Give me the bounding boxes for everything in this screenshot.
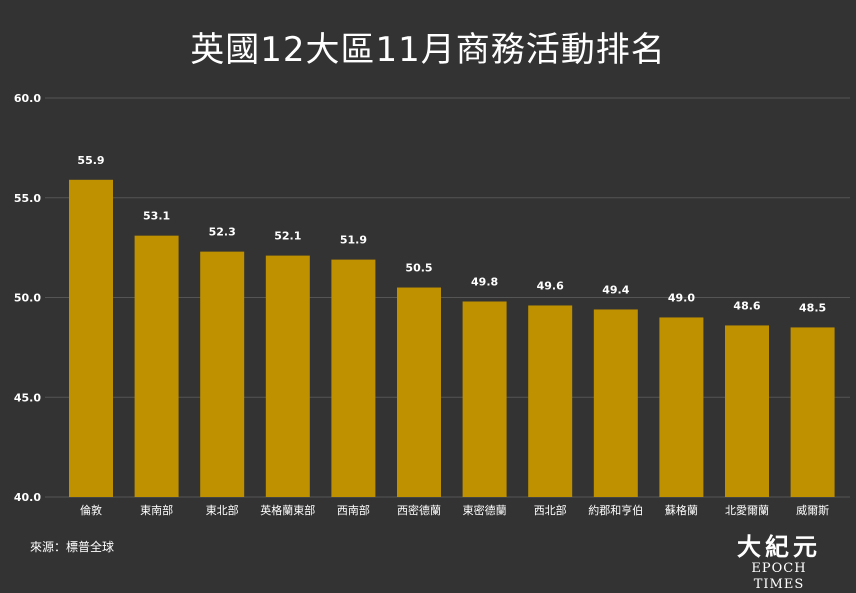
bar [200, 251, 245, 497]
data-label: 53.1 [143, 210, 170, 223]
data-label: 51.9 [340, 234, 367, 247]
bar [725, 325, 769, 497]
data-label: 55.9 [77, 154, 104, 167]
y-tick-label: 40.0 [14, 491, 41, 504]
bar [790, 327, 835, 497]
x-tick-label: 威爾斯 [796, 504, 829, 517]
bar [593, 309, 638, 497]
data-label: 49.0 [668, 291, 695, 304]
x-tick-label: 約郡和亨伯 [588, 503, 643, 517]
x-tick-label: 北愛爾蘭 [725, 504, 769, 517]
x-tick-label: 倫敦 [80, 503, 102, 517]
x-tick-label: 西北部 [534, 503, 567, 517]
source-note: 來源：標普全球 [30, 540, 115, 554]
data-label: 49.8 [471, 275, 498, 288]
bar [265, 255, 310, 497]
x-tick-label: 東北部 [206, 503, 239, 517]
bar [134, 235, 179, 497]
y-tick-label: 50.0 [14, 292, 41, 305]
data-label: 49.4 [602, 283, 629, 296]
x-tick-label: 東密德蘭 [463, 503, 507, 517]
bar [69, 179, 113, 498]
bar [659, 317, 704, 497]
chart-title: 英國12大區11月商務活動排名 [190, 30, 666, 70]
x-tick-label: 西南部 [337, 503, 370, 517]
logo-chinese-text: 大紀元 [737, 532, 821, 561]
bar [462, 301, 507, 497]
x-tick-label: 蘇格蘭 [665, 503, 698, 517]
x-tick-label: 英格蘭東部 [260, 503, 315, 517]
x-tick-label: 東南部 [140, 503, 173, 517]
y-tick-label: 60.0 [14, 92, 41, 105]
data-label: 49.6 [537, 279, 564, 292]
data-label: 52.1 [274, 230, 301, 243]
y-tick-label: 55.0 [14, 192, 41, 205]
data-label: 48.6 [733, 299, 760, 312]
data-label: 48.5 [799, 301, 826, 314]
epoch-times-logo: 大紀元 EPOCH TIMES [724, 533, 834, 593]
logo-english-text: EPOCH TIMES [751, 561, 807, 592]
bar [397, 287, 441, 497]
x-tick-label: 西密德蘭 [397, 503, 441, 517]
data-label: 52.3 [209, 226, 236, 239]
y-tick-label: 45.0 [14, 391, 41, 404]
data-label: 50.5 [405, 262, 432, 275]
bar [528, 305, 573, 497]
bar [331, 259, 376, 497]
